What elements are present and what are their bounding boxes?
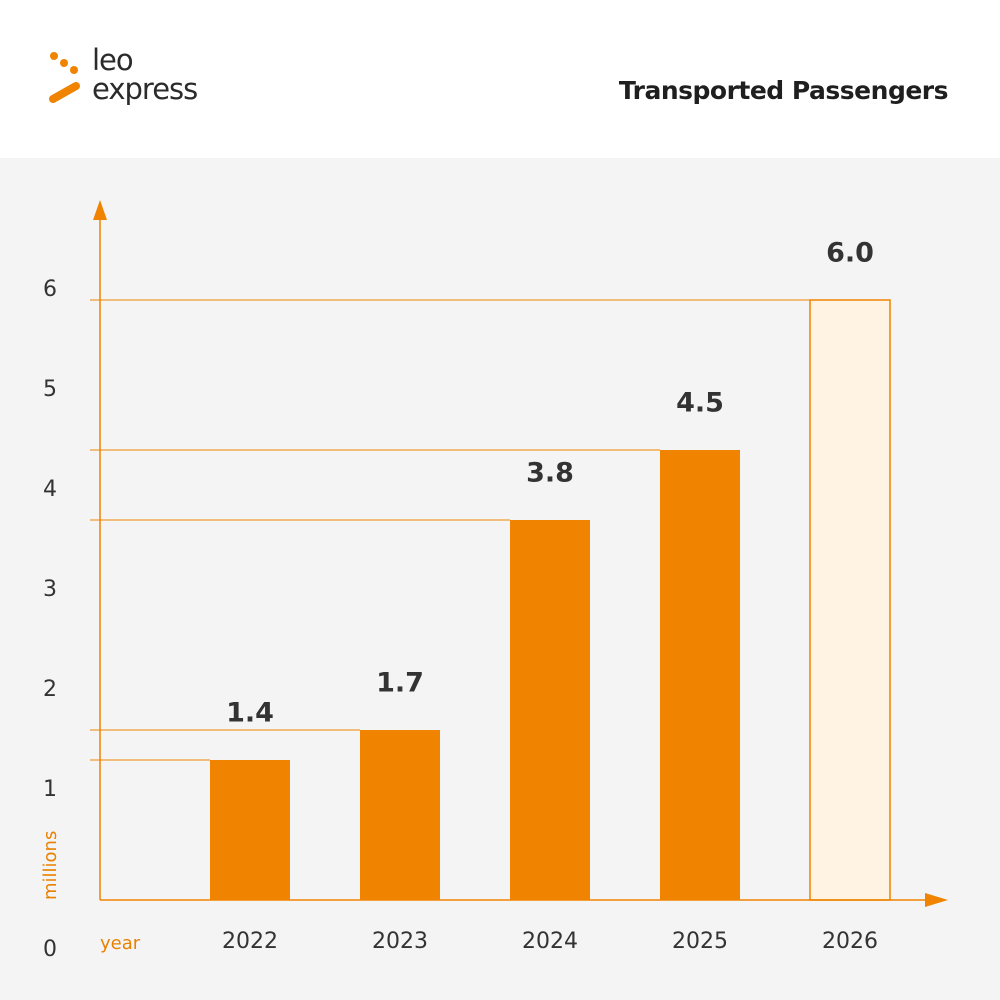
x-tick-label: 2025	[672, 929, 728, 954]
data-label: 6.0	[826, 238, 874, 269]
y-tick-label: 3	[43, 577, 57, 602]
leo-express-logo-icon	[49, 52, 80, 103]
y-tick-label: 4	[43, 477, 57, 502]
header: leo express Transported Passengers	[0, 0, 1000, 158]
y-axis-arrow-icon	[93, 200, 107, 220]
data-label: 1.7	[376, 668, 424, 699]
bar	[360, 730, 440, 900]
bar	[660, 450, 740, 900]
y-axis-label: millions	[40, 831, 61, 900]
data-label: 1.4	[226, 698, 274, 729]
x-tick-label: 2026	[822, 929, 878, 954]
page-title: Transported Passengers	[618, 76, 949, 105]
logo-line-1: leo	[92, 43, 134, 77]
x-tick-label: 2022	[222, 929, 278, 954]
logo-wordmark: leo express	[92, 43, 198, 106]
y-tick-label: 2	[43, 677, 57, 702]
x-axis-arrow-icon	[925, 893, 948, 907]
x-axis-label: year	[100, 933, 141, 954]
bar	[510, 520, 590, 900]
data-label: 3.8	[526, 458, 574, 489]
y-tick-label: 0	[43, 937, 57, 962]
x-tick-label: 2023	[372, 929, 428, 954]
y-tick-label: 5	[43, 377, 57, 402]
logo-line-2: express	[92, 72, 198, 106]
bar	[809, 299, 891, 901]
x-tick-label: 2024	[522, 929, 578, 954]
data-label: 4.5	[676, 388, 724, 419]
bar	[210, 760, 290, 900]
y-tick-label: 6	[43, 277, 57, 302]
y-tick-label: 1	[43, 777, 57, 802]
